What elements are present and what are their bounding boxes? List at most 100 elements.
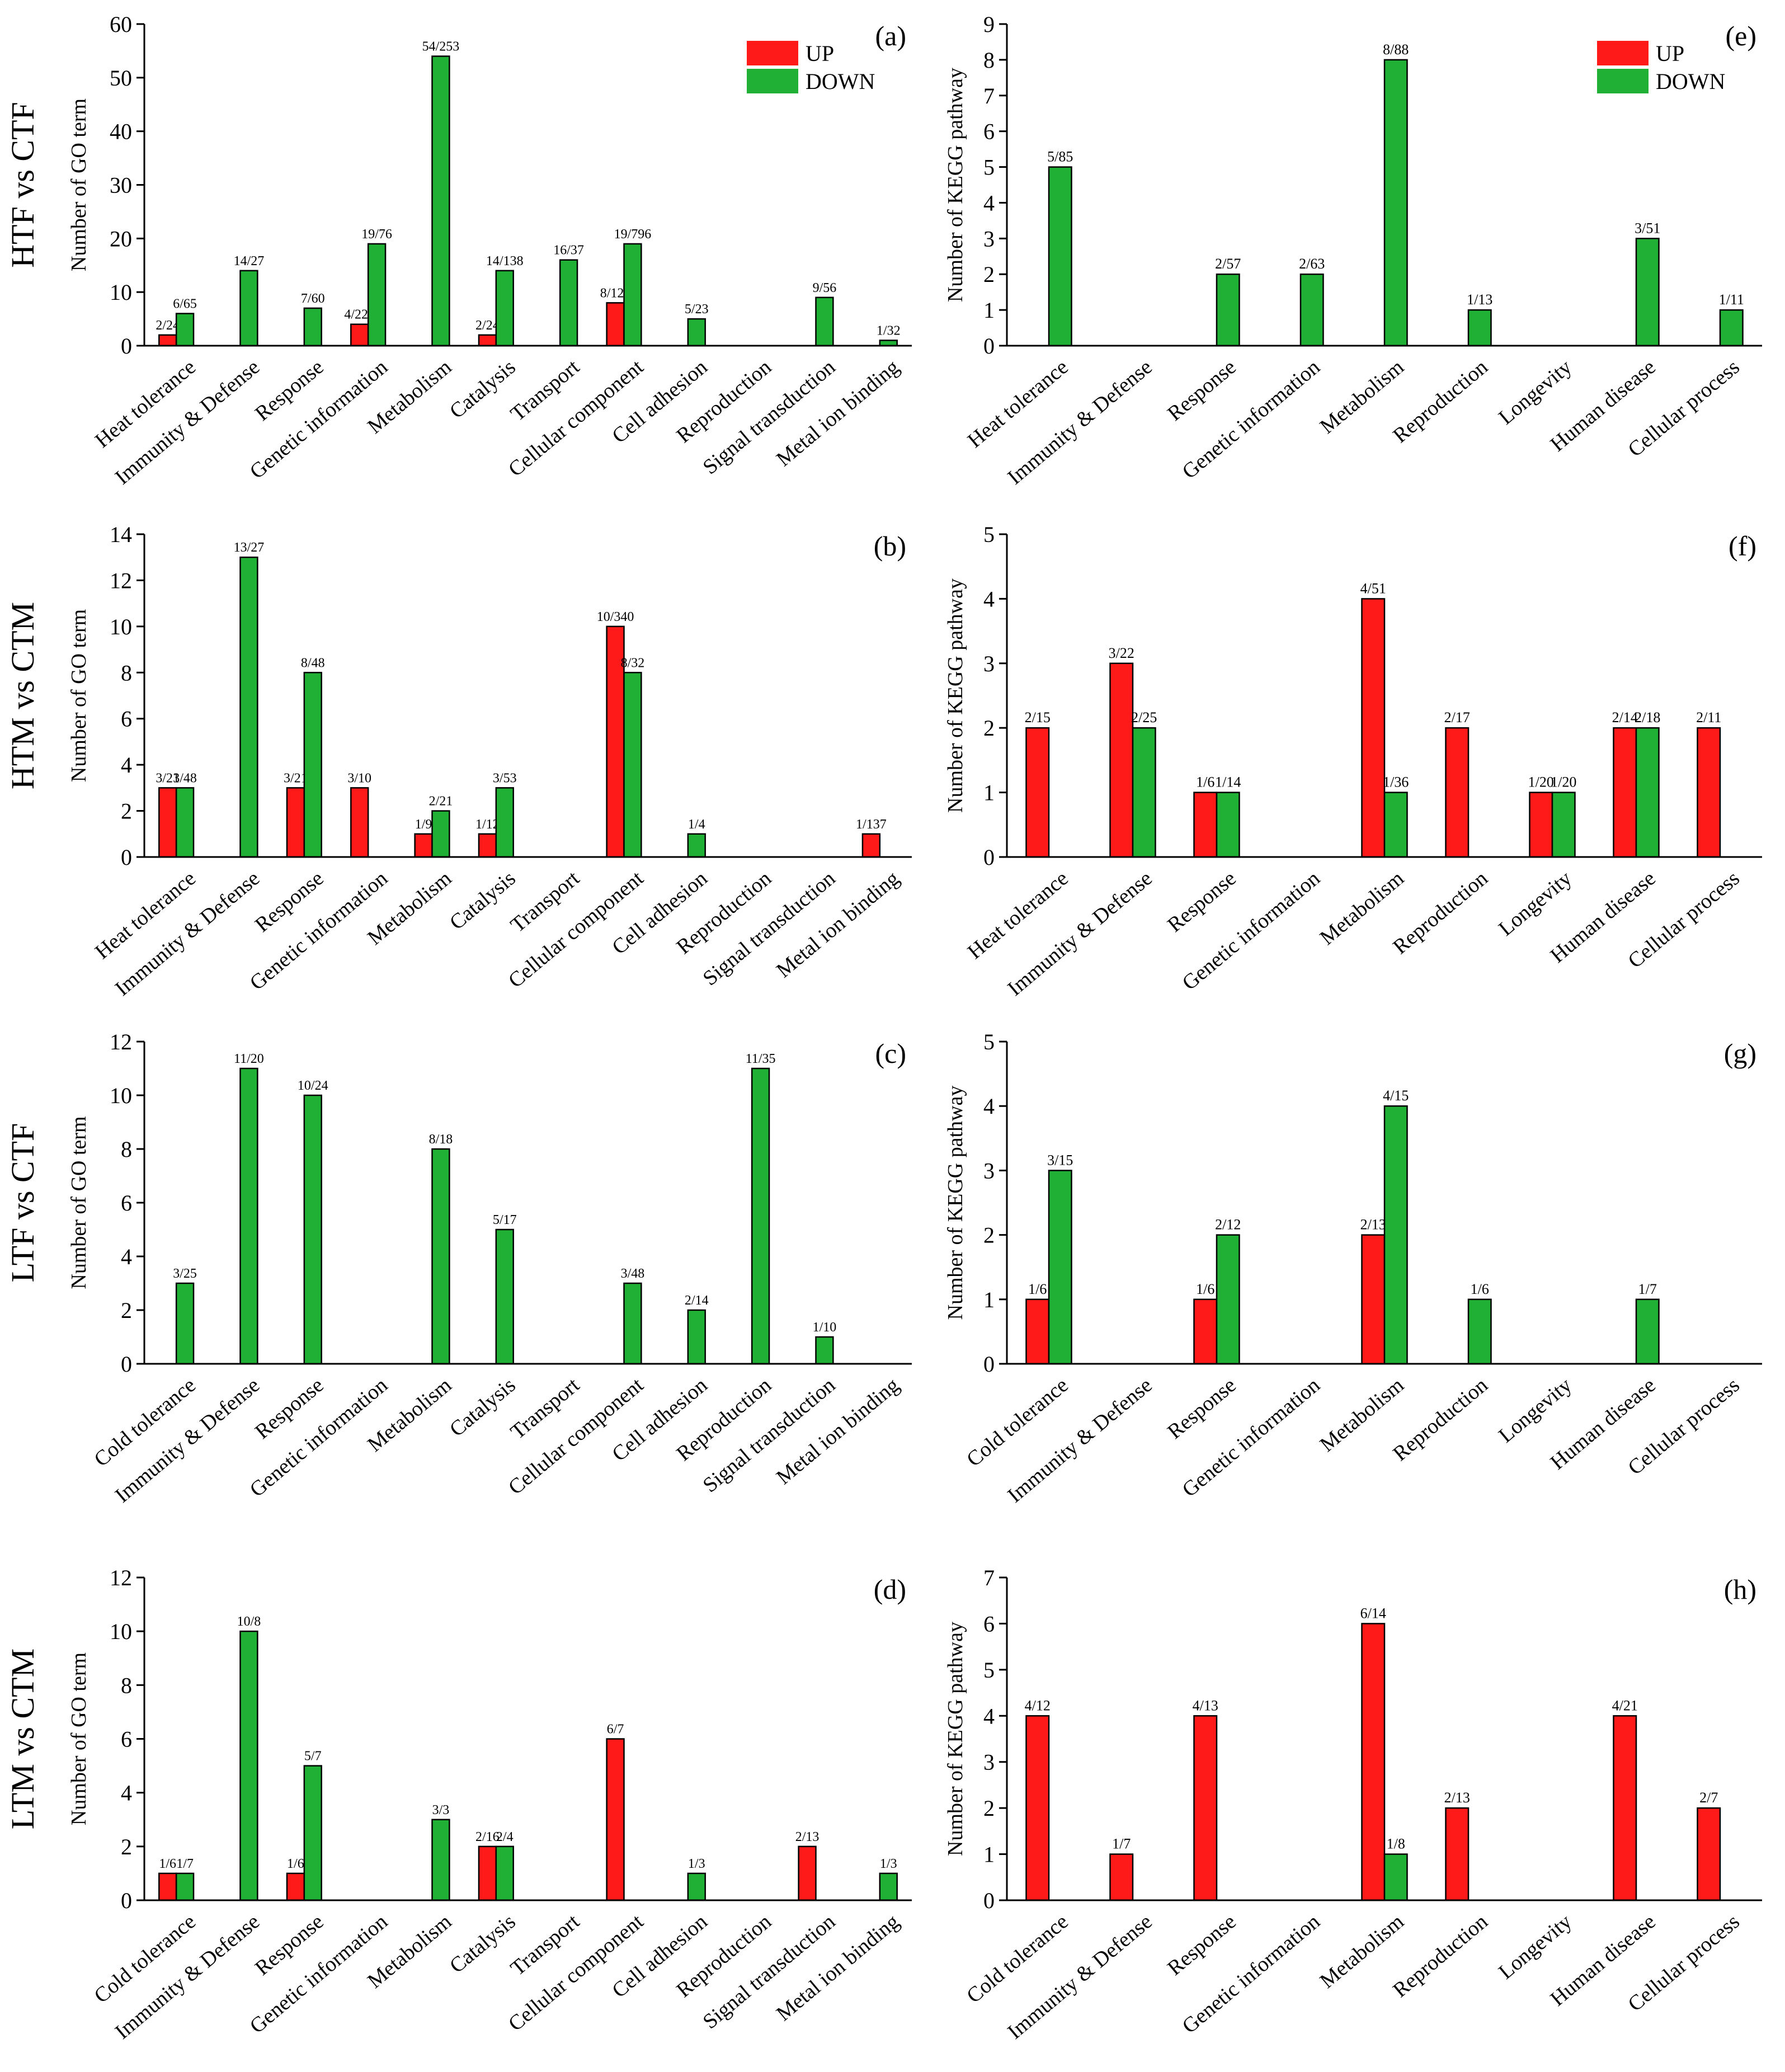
panel-letter: (g) <box>1724 1038 1756 1069</box>
bar-value-label: 2/25 <box>1131 709 1157 726</box>
bar-down <box>1383 1105 1408 1365</box>
y-tick-label: 2 <box>121 1834 132 1859</box>
bar-down <box>1383 792 1408 858</box>
bar-up <box>350 323 369 347</box>
bar-up <box>1109 662 1134 858</box>
bar-value-label: 3/10 <box>347 771 371 785</box>
y-tick-label: 4 <box>983 586 995 611</box>
row-label: LTM vs CTM <box>4 1649 41 1829</box>
bar-value-label: 4/21 <box>1612 1697 1638 1713</box>
bar-down <box>1635 727 1660 858</box>
y-tick-label: 1 <box>983 1842 995 1867</box>
bar-down <box>1467 309 1492 347</box>
bar-value-label: 3/53 <box>493 771 517 785</box>
bar-value-label: 1/9 <box>415 817 432 832</box>
y-tick-label: 6 <box>121 707 132 732</box>
bar-up <box>478 1845 497 1901</box>
bar-up <box>1025 1298 1050 1365</box>
bar-value-label: 1/32 <box>877 323 901 338</box>
bar-down <box>175 1872 195 1901</box>
bar-value-label: 2/4 <box>496 1830 514 1844</box>
y-tick-label: 10 <box>110 1619 132 1644</box>
y-tick-label: 0 <box>983 333 995 359</box>
bar-value-label: 10/340 <box>597 610 634 624</box>
y-axis-label: Number of GO term <box>67 1116 91 1289</box>
bar-value-label: 54/253 <box>422 40 460 54</box>
bar-up <box>478 833 497 858</box>
bar-up <box>1025 727 1050 858</box>
bar-down <box>175 313 195 347</box>
bar-value-label: 1/11 <box>1719 291 1744 308</box>
bar-value-label: 8/18 <box>429 1132 453 1147</box>
bar-value-label: 10/8 <box>237 1614 261 1629</box>
bar-value-label: 3/25 <box>173 1266 197 1281</box>
y-tick-label: 0 <box>983 1888 995 1913</box>
bar-up <box>158 787 177 858</box>
bar-up <box>861 833 881 858</box>
bar-up <box>350 787 369 858</box>
bar-value-label: 1/7 <box>1638 1281 1657 1297</box>
bar-up <box>414 833 433 858</box>
y-tick-label: 5 <box>983 1657 995 1683</box>
bar-up <box>1697 1807 1721 1901</box>
bar-value-label: 11/35 <box>746 1052 776 1066</box>
legend-label-down: DOWN <box>1656 69 1725 94</box>
x-category-label: Response <box>1163 1910 1241 1980</box>
bar-value-label: 1/3 <box>880 1857 897 1871</box>
bar-value-label: 16/37 <box>553 243 584 258</box>
row-label: HTM vs CTM <box>4 602 41 789</box>
bar-value-label: 3/48 <box>173 771 197 785</box>
bar-down <box>1383 59 1408 347</box>
panel-letter: (b) <box>874 530 906 562</box>
bar-down <box>687 318 706 347</box>
bar-value-label: 19/796 <box>614 227 652 242</box>
y-tick-label: 4 <box>983 1094 995 1119</box>
bar-value-label: 5/7 <box>304 1749 322 1764</box>
bar-value-label: 2/57 <box>1215 256 1241 272</box>
y-tick-label: 0 <box>983 1351 995 1377</box>
bar-value-label: 2/21 <box>429 794 453 809</box>
bar-value-label: 3/21 <box>156 771 180 785</box>
bar-down <box>815 1336 834 1365</box>
bar-down <box>431 810 450 858</box>
y-axis-label: Number of GO term <box>67 98 91 271</box>
x-category-label: Catalysis <box>445 1373 520 1442</box>
bar-value-label: 1/6 <box>159 1857 176 1871</box>
x-category-label: Genetic information <box>1178 1910 1325 2038</box>
y-tick-label: 1 <box>983 298 995 323</box>
bar-down <box>1551 792 1576 858</box>
bar-value-label: 1/7 <box>176 1857 194 1871</box>
bar-down <box>559 259 578 347</box>
x-category-label: Catalysis <box>445 867 520 935</box>
panel-letter: (d) <box>874 1574 906 1605</box>
bar-value-label: 4/13 <box>1193 1697 1218 1713</box>
y-tick-label: 3 <box>983 1750 995 1775</box>
bar-up <box>1193 1298 1218 1365</box>
bar-down <box>1216 1234 1240 1365</box>
y-tick-label: 10 <box>110 280 132 305</box>
bar-up <box>1445 1807 1470 1901</box>
panel-d: 0 2 4 6 8 10 12 Number of GO term 1/6 1/6 2/16 6/7 2… <box>67 1565 912 2044</box>
bar-value-label: 1/4 <box>688 817 705 832</box>
y-tick-label: 0 <box>121 1888 132 1913</box>
panel-g: 0 1 2 3 4 5 Number of KEGG pathway 1/6 1/6 2/13 3/… <box>944 1029 1762 1508</box>
y-tick-label: 0 <box>121 333 132 359</box>
y-tick-label: 7 <box>983 83 995 109</box>
bar-up <box>1025 1715 1050 1901</box>
bar-up <box>1697 727 1721 858</box>
bar-value-label: 2/13 <box>1360 1217 1386 1233</box>
panel-c: 0 2 4 6 8 10 12 Number of GO term 3/25 11/20 10/24… <box>67 1029 912 1508</box>
x-category-label: Genetic information <box>1178 355 1325 484</box>
bar-value-label: 8/48 <box>301 656 325 670</box>
bar-down <box>495 787 514 858</box>
bar-down <box>175 1282 195 1365</box>
bar-value-label: 1/8 <box>1387 1836 1405 1852</box>
y-tick-label: 0 <box>983 845 995 870</box>
bar-value-label: 1/20 <box>1551 774 1576 790</box>
y-tick-label: 2 <box>121 799 132 824</box>
bar-value-label: 6/7 <box>607 1722 624 1737</box>
bar-down <box>495 1228 514 1365</box>
bar-value-label: 3/15 <box>1047 1152 1073 1168</box>
y-axis-label: Number of GO term <box>67 609 91 782</box>
bar-value-label: 2/14 <box>685 1293 709 1308</box>
